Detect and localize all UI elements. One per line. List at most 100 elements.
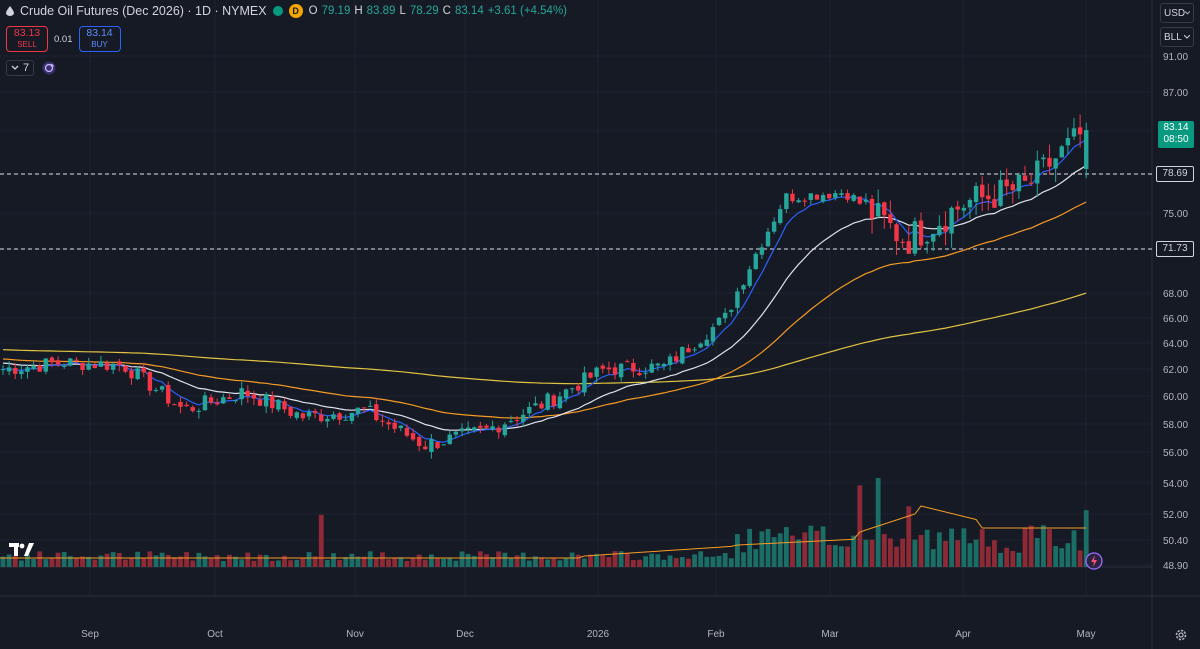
volume-bar <box>802 532 808 567</box>
volume-bar <box>386 559 391 567</box>
candle-body <box>839 193 844 195</box>
flash-icon[interactable] <box>1085 552 1103 570</box>
volume-bar <box>208 558 214 567</box>
candle-body <box>43 358 49 372</box>
candle-body <box>588 372 593 378</box>
candle-body <box>141 367 146 373</box>
volume-bar <box>98 555 104 567</box>
candle-body <box>251 394 257 399</box>
volume-bar <box>900 538 906 567</box>
volume-bar <box>55 552 61 567</box>
candle-body <box>215 402 220 405</box>
close-value: 83.14 <box>454 5 484 17</box>
volume-bar <box>845 546 850 567</box>
candle-body <box>655 363 661 366</box>
candle-body <box>1028 182 1034 184</box>
volume-bar <box>410 558 416 567</box>
low-value: 78.29 <box>409 5 439 17</box>
volume-bar <box>1077 550 1083 567</box>
volume-bar <box>992 540 997 567</box>
candle-body <box>233 400 238 402</box>
candle-body <box>117 361 122 366</box>
candle-body <box>1077 127 1083 135</box>
volume-bar <box>698 551 704 567</box>
candle-body <box>1035 160 1040 184</box>
time-axis-label: May <box>1077 629 1096 640</box>
candle-body <box>594 367 599 377</box>
price-axis-label: 52.00 <box>1163 510 1188 521</box>
candle-body <box>722 312 728 319</box>
tradingview-logo[interactable] <box>9 542 35 558</box>
volume-bar <box>539 557 544 567</box>
candle-body <box>661 363 667 367</box>
price-axis-label: 50.40 <box>1163 536 1188 547</box>
volume-bar <box>796 539 801 567</box>
candle-body <box>643 372 648 374</box>
open-value: 79.19 <box>321 5 351 17</box>
volume-bar <box>998 552 1003 567</box>
candle-body <box>37 365 42 372</box>
candle-body <box>166 384 171 404</box>
unit-select[interactable]: BLL <box>1160 27 1194 47</box>
candle-body <box>937 225 942 236</box>
candle-body <box>245 390 250 396</box>
candle-body <box>190 407 195 411</box>
time-axis-label: Nov <box>346 629 364 640</box>
volume-bar <box>429 554 434 567</box>
candle-body <box>355 407 361 414</box>
gear-icon[interactable] <box>1174 628 1188 642</box>
candle-body <box>674 356 679 362</box>
candle-body <box>582 372 587 393</box>
volume-bar <box>502 552 508 567</box>
volume-bar <box>673 558 679 567</box>
time-axis-label: Sep <box>81 629 99 640</box>
volume-bar <box>1047 529 1052 567</box>
hline-price-tag[interactable]: 71.73 <box>1156 241 1194 257</box>
chevron-down-icon <box>1184 35 1190 39</box>
time-axis-label: Mar <box>821 629 839 640</box>
candle-body <box>343 419 348 421</box>
volume-bar <box>808 525 814 567</box>
candle-body <box>857 196 862 204</box>
volume-bar <box>447 558 453 567</box>
candle-body <box>1047 157 1052 167</box>
sell-button[interactable]: 83.13 SELL <box>6 26 48 52</box>
volume-bar <box>441 558 447 567</box>
volume-bar <box>912 539 918 567</box>
volume-bar <box>294 559 300 567</box>
volume-bar <box>496 551 502 567</box>
candle-body <box>13 367 18 374</box>
indicators-toggle[interactable]: 7 <box>6 60 35 76</box>
volume-bar <box>826 544 832 567</box>
volume-bar <box>771 537 777 567</box>
candle-body <box>888 214 893 224</box>
volume-bar <box>637 559 642 567</box>
volume-bar <box>783 527 789 567</box>
volume-bar <box>324 559 330 567</box>
volume-bar <box>31 558 36 567</box>
data-badge[interactable]: D <box>288 4 303 18</box>
change-value: +3.61 (+4.54%) <box>487 5 567 17</box>
volume-bar <box>269 560 275 567</box>
volume-bar <box>533 556 538 567</box>
symbol-header: Crude Oil Futures (Dec 2026) · 1D · NYME… <box>6 4 567 18</box>
candle-body <box>1065 137 1071 146</box>
volume-bar <box>398 557 404 567</box>
candle-body <box>612 367 618 375</box>
volume-bar <box>1004 547 1010 567</box>
volume-bar <box>171 557 177 567</box>
candle-body <box>404 427 410 436</box>
volume-bar <box>153 555 159 567</box>
volume-bar <box>563 557 569 567</box>
volume-bar <box>600 555 606 567</box>
candle-body <box>300 413 306 419</box>
currency-select[interactable]: USD <box>1160 3 1194 23</box>
buy-button[interactable]: 83.14 BUY <box>78 26 121 52</box>
hline-price-tag[interactable]: 78.69 <box>1156 166 1194 182</box>
volume-bar <box>839 546 844 567</box>
candle-body <box>710 327 716 342</box>
symbol-title[interactable]: Crude Oil Futures (Dec 2026) · 1D · NYME… <box>20 4 267 18</box>
cycle-icon[interactable] <box>42 61 56 75</box>
volume-bar <box>67 556 73 567</box>
